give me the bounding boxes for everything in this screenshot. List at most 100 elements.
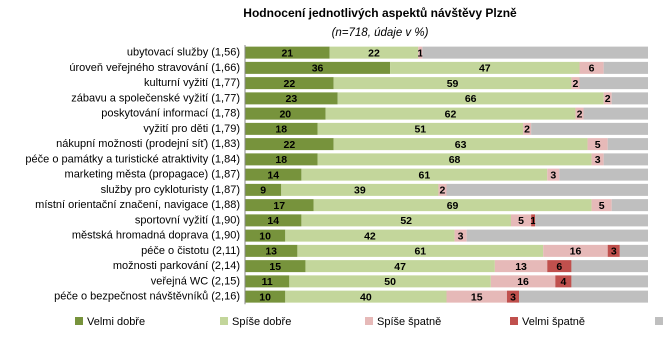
category-label: péče o čistotu (2,11): [141, 245, 240, 257]
data-label: 3: [611, 246, 617, 258]
bar-segment: [510, 214, 532, 227]
bar-segment: [245, 168, 302, 181]
bar-segment: [607, 244, 620, 257]
bar-segment: [245, 122, 318, 135]
data-label: 5: [518, 215, 524, 227]
category-label: možnosti parkování (2,14): [113, 260, 240, 272]
data-label: 61: [418, 169, 430, 181]
legend-swatch: [510, 317, 518, 325]
bar-segment: [329, 46, 419, 59]
bar-segment: [245, 183, 282, 196]
data-label: 1: [417, 47, 423, 59]
legend-swatch: [75, 317, 83, 325]
data-label: 2: [524, 124, 530, 136]
bar-segment: [301, 168, 548, 181]
bar-segment: [285, 229, 455, 242]
bar-segment: [603, 92, 612, 105]
bar-segment: [305, 260, 495, 273]
data-label: 14: [267, 169, 279, 181]
data-label: 2: [573, 78, 579, 90]
category-label: péče o památky a turistické atraktivity …: [25, 153, 240, 165]
bar-segment: [454, 229, 467, 242]
bar-segment: [531, 214, 536, 227]
category-label: péče o bezpečnost návštěvníků (2,16): [54, 291, 240, 303]
data-label: 1: [530, 215, 536, 227]
data-label: 16: [570, 246, 582, 258]
category-label: poskytování informací (1,78): [101, 108, 240, 120]
data-label: 22: [368, 47, 380, 59]
legend-swatch: [655, 317, 663, 325]
bar-segment: [531, 122, 648, 135]
legend-swatch: [365, 317, 373, 325]
bar-segment: [297, 244, 544, 257]
data-label: 15: [471, 291, 483, 303]
data-label: 22: [283, 139, 295, 151]
data-label: 6: [589, 63, 595, 75]
bar-segment: [245, 275, 290, 288]
bar-segment: [466, 229, 648, 242]
data-label: 40: [360, 291, 372, 303]
chart-title: Hodnocení jednotlivých aspektů návštěvy …: [243, 6, 517, 20]
bar-segment: [422, 46, 648, 59]
bar-segment: [506, 290, 520, 303]
bar-segment: [418, 46, 423, 59]
legend-label: Spíše dobře: [232, 316, 291, 328]
data-label: 3: [550, 169, 556, 181]
bar-segment: [547, 168, 560, 181]
bar-segment: [289, 275, 491, 288]
bar-segment: [519, 290, 648, 303]
bar-segment: [603, 61, 648, 74]
bar-segment: [587, 138, 608, 151]
bar-segment: [607, 138, 648, 151]
category-label: městská hromadná doprava (1,90): [72, 230, 240, 242]
bar-segment: [591, 153, 604, 166]
data-label: 59: [447, 78, 459, 90]
bar-segment: [571, 77, 580, 90]
bar-segment: [245, 290, 286, 303]
data-label: 13: [515, 261, 527, 273]
data-label: 10: [259, 230, 271, 242]
bar-segment: [446, 290, 507, 303]
bar-segment: [543, 244, 608, 257]
bar-segment: [245, 199, 314, 212]
category-label: vyžití pro děti (1,79): [143, 123, 240, 135]
bar-segment: [245, 77, 334, 90]
bar-segment: [317, 153, 592, 166]
data-label: 2: [605, 93, 611, 105]
data-label: 13: [265, 246, 277, 258]
bar-segment: [559, 168, 648, 181]
category-label: kulturní vyžití (1,77): [144, 77, 240, 89]
legend-label: Velmi špatně: [522, 316, 585, 328]
bar-segment: [591, 199, 612, 212]
data-label: 20: [279, 108, 291, 120]
data-label: 9: [260, 185, 266, 197]
bar-segment: [579, 61, 604, 74]
category-label: služby pro cykloturisty (1,87): [101, 184, 240, 196]
data-label: 69: [447, 200, 459, 212]
bar-segment: [245, 153, 318, 166]
bar-segment: [333, 77, 572, 90]
data-label: 15: [269, 261, 281, 273]
bar-segment: [547, 260, 572, 273]
legend-label: Velmi dobře: [87, 316, 145, 328]
bar-segment: [285, 290, 447, 303]
bar-segment: [575, 107, 584, 120]
bar-segment: [490, 275, 556, 288]
category-label: marketing města (propagace) (1,87): [65, 169, 240, 181]
bar-segment: [390, 61, 580, 74]
data-label: 21: [281, 47, 293, 59]
bar-segment: [571, 260, 648, 273]
data-label: 47: [479, 63, 491, 75]
data-label: 17: [273, 200, 285, 212]
data-label: 51: [414, 124, 426, 136]
category-label: nákupní možnosti (prodejní síť) (1,83): [56, 138, 240, 150]
data-label: 62: [445, 108, 457, 120]
data-label: 61: [414, 246, 426, 258]
category-label: ubytovací služby (1,56): [127, 47, 240, 59]
bar-segment: [245, 214, 302, 227]
data-label: 39: [354, 185, 366, 197]
bar-segment: [245, 138, 334, 151]
data-label: 3: [595, 154, 601, 166]
data-label: 10: [259, 291, 271, 303]
